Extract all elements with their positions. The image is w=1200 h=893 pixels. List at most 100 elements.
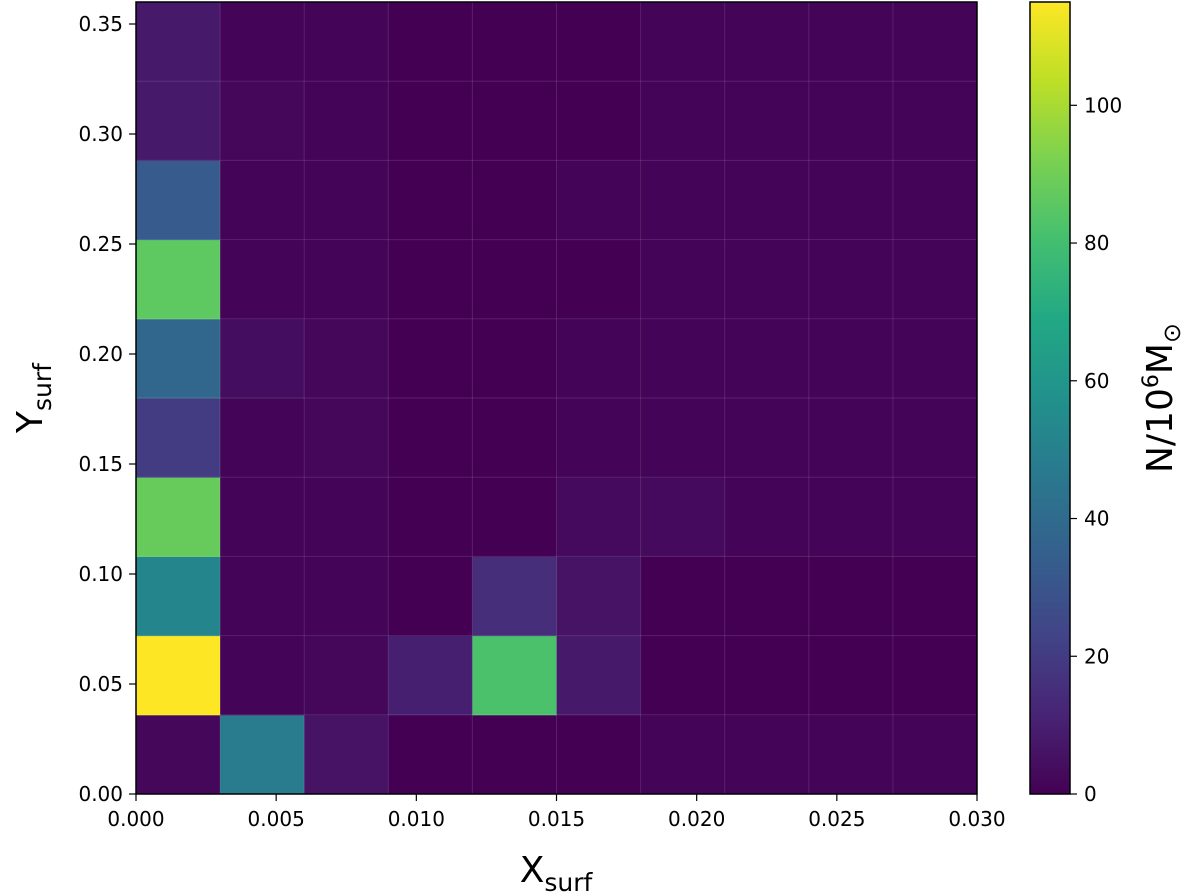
- heatmap-cell: [892, 477, 978, 557]
- heatmap-cell: [640, 398, 726, 478]
- heatmap-cell: [136, 714, 221, 795]
- grid-lines: [136, 2, 977, 794]
- y-axis-ticks: 0.00 0.05 0.10 0.15 0.20 0.25 0.30 0.35: [78, 12, 136, 806]
- colorbar-ticks: 0 20 40 60 80 100: [1070, 93, 1122, 806]
- colorbar-tick-label: 40: [1084, 507, 1109, 531]
- heatmap-cell: [640, 318, 726, 399]
- heatmap-cell: [388, 398, 473, 478]
- y-tick-label: 0.25: [78, 232, 123, 256]
- heatmap-cell: [388, 239, 473, 320]
- heatmap-cell: [220, 556, 305, 637]
- heatmap-cell: [892, 160, 978, 241]
- heatmap-cell: [556, 635, 642, 716]
- heatmap-cells: [136, 2, 978, 795]
- heatmap-cell: [304, 398, 389, 478]
- heatmap-cell: [472, 81, 557, 161]
- heatmap-cell: [808, 239, 894, 320]
- heatmap-cell: [136, 318, 221, 399]
- heatmap-cell: [220, 318, 305, 399]
- y-tick-label: 0.20: [78, 342, 123, 366]
- heatmap-cell: [724, 318, 810, 399]
- heatmap-cell: [472, 239, 557, 320]
- heatmap-cell: [808, 556, 894, 637]
- heatmap-cell: [136, 556, 221, 637]
- heatmap-cell: [136, 239, 221, 320]
- heatmap-cell: [640, 81, 726, 161]
- heatmap-cell: [388, 160, 473, 241]
- heatmap-cell: [556, 81, 642, 161]
- heatmap-cell: [136, 635, 221, 716]
- y-tick-label: 0.30: [78, 122, 123, 146]
- x-tick-label: 0.010: [388, 807, 445, 831]
- heatmap-cell: [388, 81, 473, 161]
- y-axis-label: Ysurf: [10, 362, 57, 434]
- heatmap-cell: [808, 318, 894, 399]
- y-tick-label: 0.05: [78, 672, 123, 696]
- heatmap-cell: [892, 714, 978, 795]
- heatmap-cell: [556, 556, 642, 637]
- heatmap-cell: [808, 81, 894, 161]
- x-tick-label: 0.020: [668, 807, 725, 831]
- heatmap-cell: [556, 160, 642, 241]
- heatmap-cell: [808, 2, 894, 82]
- heatmap-cell: [892, 318, 978, 399]
- heatmap-cell: [640, 714, 726, 795]
- x-tick-label: 0.005: [248, 807, 305, 831]
- x-tick-label: 0.015: [528, 807, 585, 831]
- heatmap-cell: [640, 635, 726, 716]
- heatmap-cell: [304, 714, 389, 795]
- heatmap-cell: [388, 714, 473, 795]
- colorbar: [1029, 1, 1071, 795]
- heatmap-cell: [220, 477, 305, 557]
- heatmap-cell: [220, 635, 305, 716]
- heatmap-cell: [136, 2, 221, 82]
- heatmap-cell: [724, 81, 810, 161]
- heatmap-cell: [808, 398, 894, 478]
- colorbar-tick-label: 20: [1084, 644, 1109, 668]
- heatmap-cell: [472, 635, 557, 716]
- heatmap-cell: [472, 318, 557, 399]
- x-axis-label: Xsurf: [520, 850, 594, 893]
- x-tick-label: 0.030: [948, 807, 1005, 831]
- heatmap-cell: [808, 635, 894, 716]
- heatmap-cell: [724, 714, 810, 795]
- heatmap-cell: [640, 160, 726, 241]
- heatmap-cell: [724, 2, 810, 82]
- y-tick-label: 0.00: [78, 782, 123, 806]
- heatmap-cell: [892, 81, 978, 161]
- heatmap-cell: [388, 318, 473, 399]
- heatmap-cell: [388, 635, 473, 716]
- heatmap-cell: [892, 2, 978, 82]
- heatmap-cell: [640, 2, 726, 82]
- colorbar-tick-label: 100: [1084, 93, 1122, 117]
- heatmap-cell: [304, 81, 389, 161]
- x-axis-ticks: 0.000 0.005 0.010 0.015 0.020 0.025 0.030: [107, 794, 1006, 831]
- heatmap-cell: [724, 556, 810, 637]
- colorbar-tick-label: 60: [1084, 369, 1109, 393]
- heatmap-cell: [724, 477, 810, 557]
- heatmap-cell: [388, 556, 473, 637]
- heatmap-cell: [304, 477, 389, 557]
- heatmap-cell: [136, 398, 221, 478]
- x-tick-label: 0.000: [107, 807, 164, 831]
- heatmap-cell: [892, 556, 978, 637]
- heatmap-cell: [304, 635, 389, 716]
- heatmap-cell: [136, 160, 221, 241]
- heatmap-cell: [304, 318, 389, 399]
- heatmap-cell: [304, 160, 389, 241]
- heatmap-cell: [472, 714, 557, 795]
- heatmap-cell: [892, 398, 978, 478]
- heatmap-cell: [808, 477, 894, 557]
- heatmap-cell: [220, 160, 305, 241]
- heatmap-cell: [640, 239, 726, 320]
- heatmap-cell: [472, 556, 557, 637]
- heatmap-cell: [724, 635, 810, 716]
- heatmap-cell: [556, 398, 642, 478]
- heatmap-cell: [388, 2, 473, 82]
- heatmap-cell: [640, 556, 726, 637]
- heatmap-cell: [724, 398, 810, 478]
- heatmap-cell: [556, 2, 642, 82]
- y-tick-label: 0.15: [78, 452, 123, 476]
- colorbar-tick-label: 80: [1084, 231, 1109, 255]
